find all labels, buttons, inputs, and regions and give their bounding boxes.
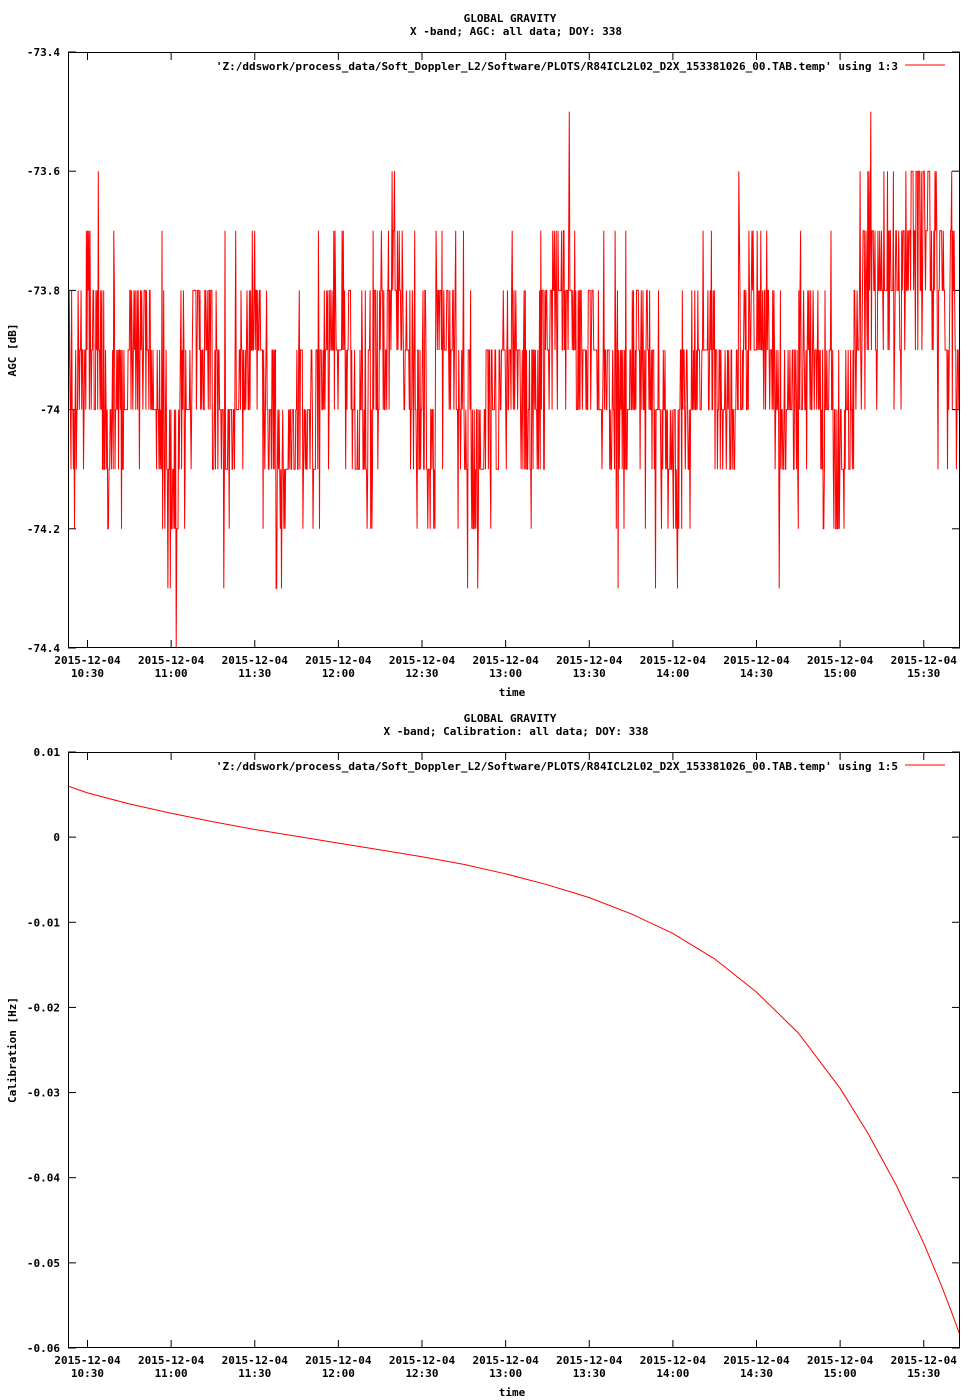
y-tick-label: -0.01 [27, 916, 60, 929]
x-tick-label-date: 2015-12-04 [54, 654, 121, 667]
x-axis-label: time [499, 686, 526, 699]
x-tick-label-time: 10:30 [71, 1367, 104, 1380]
plot-area [68, 111, 960, 648]
y-tick-label: -0.05 [27, 1257, 60, 1270]
x-tick-label-date: 2015-12-04 [222, 1354, 289, 1367]
x-tick-label-date: 2015-12-04 [556, 1354, 623, 1367]
x-tick-label-time: 10:30 [71, 667, 104, 680]
x-tick-label-time: 11:00 [155, 667, 188, 680]
y-tick-label: -0.04 [27, 1172, 60, 1185]
calibration-chart: GLOBAL GRAVITY X -band; Calibration: all… [6, 712, 960, 1399]
plot-frame [68, 52, 960, 648]
x-tick-label-time: 12:30 [405, 1367, 438, 1380]
x-tick-label-date: 2015-12-04 [305, 1354, 372, 1367]
y-tick-label: -74.4 [27, 642, 60, 655]
axis-ticks: -74.4-74.2-74-73.8-73.6-73.42015-12-0410… [27, 46, 960, 680]
y-tick-label: 0.01 [34, 746, 61, 759]
x-tick-label-time: 13:30 [573, 1367, 606, 1380]
x-tick-label-time: 13:00 [489, 1367, 522, 1380]
x-tick-label-date: 2015-12-04 [473, 654, 540, 667]
y-tick-label: -0.02 [27, 1001, 60, 1014]
x-tick-label-time: 15:30 [907, 667, 940, 680]
x-tick-label-date: 2015-12-04 [891, 1354, 958, 1367]
x-tick-label-time: 14:00 [656, 1367, 689, 1380]
x-tick-label-time: 13:30 [573, 667, 606, 680]
y-tick-label: -0.03 [27, 1087, 60, 1100]
x-tick-label-date: 2015-12-04 [389, 1354, 456, 1367]
chart-title: GLOBAL GRAVITY [464, 712, 557, 725]
x-tick-label-date: 2015-12-04 [807, 654, 874, 667]
x-tick-label-date: 2015-12-04 [138, 654, 205, 667]
agc-series-line [68, 111, 960, 648]
x-tick-label-time: 12:00 [322, 667, 355, 680]
y-tick-label: -0.06 [27, 1342, 60, 1355]
x-tick-label-time: 11:30 [238, 1367, 271, 1380]
x-tick-label-time: 14:00 [656, 667, 689, 680]
chart-subtitle: X -band; AGC: all data; DOY: 338 [410, 25, 622, 38]
y-tick-label: 0 [53, 831, 60, 844]
x-tick-label-date: 2015-12-04 [807, 1354, 874, 1367]
x-tick-label-date: 2015-12-04 [138, 1354, 205, 1367]
legend-label: 'Z:/ddswork/process_data/Soft_Doppler_L2… [216, 60, 898, 73]
plot-area [68, 785, 960, 1336]
x-tick-label-time: 15:00 [824, 1367, 857, 1380]
calibration-series-line [68, 785, 960, 1336]
x-tick-label-date: 2015-12-04 [556, 654, 623, 667]
y-tick-label: -74.2 [27, 523, 60, 536]
x-tick-label-date: 2015-12-04 [54, 1354, 121, 1367]
y-tick-label: -74 [40, 404, 60, 417]
y-tick-label: -73.8 [27, 284, 60, 297]
x-tick-label-date: 2015-12-04 [891, 654, 958, 667]
x-tick-label-time: 13:00 [489, 667, 522, 680]
x-tick-label-date: 2015-12-04 [723, 1354, 790, 1367]
x-tick-label-time: 15:30 [907, 1367, 940, 1380]
x-tick-label-time: 14:30 [740, 667, 773, 680]
y-axis-label: Calibration [Hz] [6, 997, 19, 1103]
y-tick-label: -73.4 [27, 46, 60, 59]
x-tick-label-date: 2015-12-04 [389, 654, 456, 667]
x-tick-label-date: 2015-12-04 [640, 654, 707, 667]
x-tick-label-time: 14:30 [740, 1367, 773, 1380]
x-axis-label: time [499, 1386, 526, 1399]
x-tick-label-time: 11:00 [155, 1367, 188, 1380]
x-tick-label-date: 2015-12-04 [473, 1354, 540, 1367]
x-tick-label-time: 15:00 [824, 667, 857, 680]
chart-subtitle: X -band; Calibration: all data; DOY: 338 [384, 725, 649, 738]
x-tick-label-date: 2015-12-04 [640, 1354, 707, 1367]
x-tick-label-time: 11:30 [238, 667, 271, 680]
x-tick-label-time: 12:30 [405, 667, 438, 680]
agc-chart: GLOBAL GRAVITY X -band; AGC: all data; D… [6, 12, 960, 699]
chart-title: GLOBAL GRAVITY [464, 12, 557, 25]
legend-label: 'Z:/ddswork/process_data/Soft_Doppler_L2… [216, 760, 898, 773]
plot-frame [68, 752, 960, 1348]
x-tick-label-date: 2015-12-04 [222, 654, 289, 667]
x-tick-label-time: 12:00 [322, 1367, 355, 1380]
y-tick-label: -73.6 [27, 165, 60, 178]
x-tick-label-date: 2015-12-04 [305, 654, 372, 667]
x-tick-label-date: 2015-12-04 [723, 654, 790, 667]
axis-ticks: -0.06 -0.05 -0.04 -0.03 -0.02 -0.01 0 0.01 2015-… [27, 746, 960, 1380]
y-axis-label: AGC [dB] [6, 324, 19, 377]
